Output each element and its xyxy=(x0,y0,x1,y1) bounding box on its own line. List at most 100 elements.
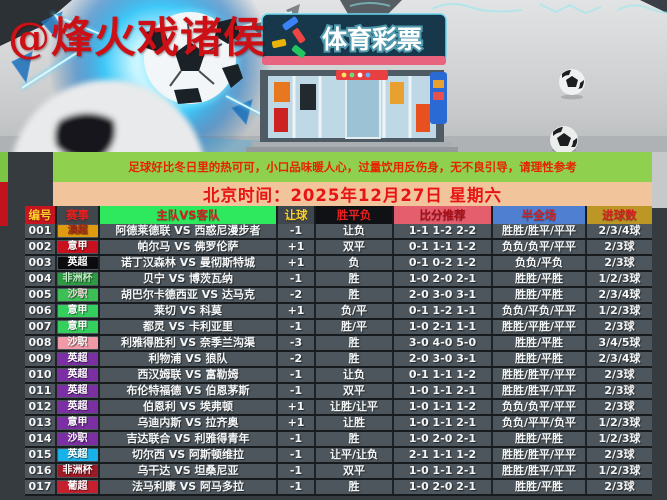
watermark-text: @烽火戏诸侯 xyxy=(8,13,267,62)
half-full-picks: 负负/平平/负平 xyxy=(493,416,587,430)
table-row: 010 英超 西汉姆联 VS 富勒姆 -1 让负 0-1 1-1 1-2 胜胜/胜平/平平 2… xyxy=(25,368,652,384)
score-picks: 2-0 3-0 3-1 xyxy=(394,288,493,302)
handicap-value: -1 xyxy=(278,224,316,238)
wdl-pick: 胜 xyxy=(316,352,394,366)
match-teams: 西汉姆联 VS 富勒姆 xyxy=(100,368,278,382)
league-badge: 意甲 xyxy=(57,240,100,254)
match-teams: 利雅得胜利 VS 奈季兰沟渠 xyxy=(100,336,278,350)
date-bar: 北京时间：2025年12月27日 星期六 xyxy=(53,182,652,206)
match-number: 012 xyxy=(25,400,57,414)
league-badge: 英超 xyxy=(57,448,100,462)
league-badge-label: 意甲 xyxy=(57,241,98,253)
league-badge-label: 英超 xyxy=(57,369,98,381)
goals-pick: 1/2/3球 xyxy=(598,432,641,445)
table-row: 017 葡超 法马利康 VS 阿马多拉 -1 胜 1-0 2-0 2-1 胜胜/平胜 2/3球 xyxy=(25,480,652,496)
match-teams: 吉达联合 VS 利雅得青年 xyxy=(100,432,278,446)
handicap-value: -1 xyxy=(278,384,316,398)
wdl-pick: 让平/让负 xyxy=(316,448,394,462)
table-row: 015 英超 切尔西 VS 阿斯顿维拉 -1 让平/让负 2-1 1-1 1-2 胜胜/胜平… xyxy=(25,448,652,464)
wdl-pick: 让胜 xyxy=(316,416,394,430)
beijing-time-text: 北京时间：2025年12月27日 星期六 xyxy=(202,186,503,205)
match-number: 010 xyxy=(25,368,57,382)
match-number: 009 xyxy=(25,352,57,366)
match-table: 编号 赛事 主队VS客队 让球 胜平负 比分推荐 半全场 进球数 001 澳超 阿德莱德联 VS … xyxy=(25,206,652,496)
league-badge-label: 沙职 xyxy=(57,433,98,445)
table-header-row: 编号 赛事 主队VS客队 让球 胜平负 比分推荐 半全场 进球数 xyxy=(25,206,652,224)
goals-pick: 2/3球 xyxy=(604,320,635,333)
league-badge: 澳超 xyxy=(57,224,100,238)
match-teams: 法马利康 VS 阿马多拉 xyxy=(100,480,278,494)
league-badge: 意甲 xyxy=(57,320,100,334)
score-picks: 1-0 1-1 2-1 xyxy=(394,416,493,430)
match-teams: 布伦特福德 VS 伯恩茅斯 xyxy=(100,384,278,398)
league-badge-label: 英超 xyxy=(57,449,98,461)
store-front: 体育彩票 体育彩票 xyxy=(246,13,458,152)
half-full-picks: 胜胜/平胜 xyxy=(493,432,587,446)
match-teams: 乌干达 VS 坦桑尼亚 xyxy=(100,464,278,478)
right-edge-wall xyxy=(652,152,667,208)
goals-pick: 2/3球 xyxy=(604,368,635,381)
goals-pick: 1/2/3球 xyxy=(598,464,641,477)
match-teams: 伯恩利 VS 埃弗顿 xyxy=(100,400,278,414)
league-badge-label: 英超 xyxy=(57,401,98,413)
goals-pick: 2/3球 xyxy=(604,448,635,461)
column-header-7: 进球数 xyxy=(587,206,652,224)
wdl-pick: 双平 xyxy=(316,240,394,254)
wdl-pick: 胜 xyxy=(316,480,394,494)
league-badge: 英超 xyxy=(57,256,100,270)
match-teams: 胡巴尔卡德西亚 VS 达马克 xyxy=(100,288,278,302)
soccer-ball-small xyxy=(559,69,585,100)
match-number: 015 xyxy=(25,448,57,462)
column-header-0: 编号 xyxy=(25,206,57,224)
wdl-pick: 双平 xyxy=(316,464,394,478)
half-full-picks: 胜胜/平胜 xyxy=(493,288,587,302)
table-row: 013 意甲 乌迪内斯 VS 拉齐奥 +1 让胜 1-0 1-1 2-1 负负/平平/负平 1… xyxy=(25,416,652,432)
score-picks: 0-1 1-2 1-1 xyxy=(394,304,493,318)
wdl-pick: 胜/平 xyxy=(316,320,394,334)
match-teams: 诺丁汉森林 VS 曼彻斯特城 xyxy=(100,256,278,270)
goals-pick: 2/3/4球 xyxy=(598,352,641,365)
league-badge: 沙职 xyxy=(57,336,100,350)
table-row: 012 英超 伯恩利 VS 埃弗顿 +1 让胜/让平 1-0 1-1 1-2 负负/负平/平… xyxy=(25,400,652,416)
half-full-picks: 胜胜/平胜 xyxy=(493,480,587,494)
match-teams: 贝宁 VS 博茨瓦纳 xyxy=(100,272,278,286)
league-badge: 非洲杯 xyxy=(57,272,100,286)
match-number: 011 xyxy=(25,384,57,398)
handicap-value: +1 xyxy=(278,304,316,318)
wdl-pick: 让胜/让平 xyxy=(316,400,394,414)
table-row: 002 意甲 帕尔马 VS 佛罗伦萨 +1 双平 0-1 1-1 1-2 负负/负平/平平 2… xyxy=(25,240,652,256)
goals-pick: 1/2/3球 xyxy=(598,272,641,285)
score-picks: 3-0 4-0 5-0 xyxy=(394,336,493,350)
league-badge-label: 意甲 xyxy=(57,321,98,333)
column-header-4: 胜平负 xyxy=(316,206,394,224)
match-number: 013 xyxy=(25,416,57,430)
table-body: 001 澳超 阿德莱德联 VS 西惑尼漫步者 -1 让负 1-1 1-2 2-2 胜胜/胜平… xyxy=(25,224,652,496)
match-number: 004 xyxy=(25,272,57,286)
score-picks: 1-0 2-1 1-1 xyxy=(394,320,493,334)
match-teams: 切尔西 VS 阿斯顿维拉 xyxy=(100,448,278,462)
half-full-picks: 负负/平负 xyxy=(493,256,587,270)
league-badge-label: 英超 xyxy=(57,385,98,397)
half-full-picks: 胜胜/平胜/平平 xyxy=(493,320,587,334)
score-picks: 2-1 1-1 1-2 xyxy=(394,448,493,462)
handicap-value: -1 xyxy=(278,320,316,334)
half-full-picks: 胜胜/平胜 xyxy=(493,352,587,366)
score-picks: 0-1 1-1 1-2 xyxy=(394,240,493,254)
match-number: 001 xyxy=(25,224,57,238)
goals-pick: 2/3球 xyxy=(604,384,635,397)
league-badge-label: 英超 xyxy=(57,353,98,365)
left-edge-green-strip xyxy=(0,152,8,182)
half-full-picks: 负负/负平/平平 xyxy=(493,240,587,254)
table-row: 008 沙职 利雅得胜利 VS 奈季兰沟渠 -3 胜 3-0 4-0 5-0 胜胜/平胜 3/… xyxy=(25,336,652,352)
soccer-ball-small xyxy=(550,126,578,154)
match-number: 006 xyxy=(25,304,57,318)
half-full-picks: 胜胜/平胜 xyxy=(493,272,587,286)
wdl-pick: 胜 xyxy=(316,336,394,350)
match-teams: 乌迪内斯 VS 拉齐奥 xyxy=(100,416,278,430)
league-badge-label: 非洲杯 xyxy=(57,273,98,285)
wdl-pick: 负/平 xyxy=(316,304,394,318)
handicap-value: +1 xyxy=(278,416,316,430)
league-badge-label: 澳超 xyxy=(57,225,98,237)
score-picks: 1-0 1-1 2-1 xyxy=(394,384,493,398)
notice-text: 足球好比冬日里的热可可，小口品味暖人心，过量饮用反伤身，无不良引导，请理性参考 xyxy=(128,160,577,174)
